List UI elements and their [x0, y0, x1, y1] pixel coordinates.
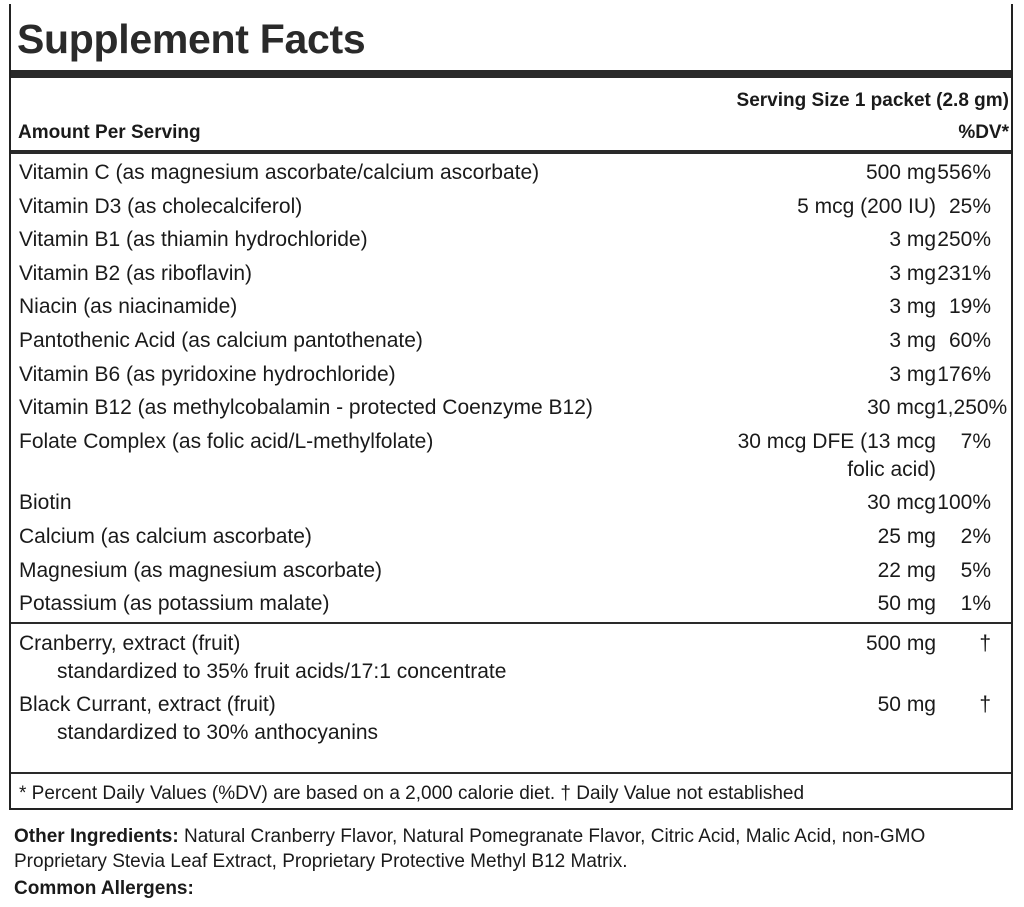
- nutrient-row: Folate Complex (as folic acid/L-methylfo…: [11, 425, 1011, 487]
- title: Supplement Facts: [17, 16, 366, 62]
- nutrient-dv: 2%: [960, 524, 991, 548]
- botanical-detail: standardized to 30% anthocyanins: [57, 721, 379, 745]
- nutrient-name: Biotin: [19, 491, 72, 515]
- nutrient-dv: 231%: [937, 261, 991, 285]
- dv-header: %DV*: [958, 122, 1009, 143]
- nutrient-row: Vitamin B1 (as thiamin hydrochloride) 3 m…: [11, 223, 1011, 257]
- nutrient-name: Vitamin B1 (as thiamin hydrochloride): [19, 228, 368, 252]
- serving-size: Serving Size 1 packet (2.8 gm): [736, 90, 1009, 111]
- nutrient-amount: 30 mcg: [867, 396, 936, 420]
- nutrient-row: Calcium (as calcium ascorbate) 25 mg 2%: [11, 520, 1011, 554]
- nutrient-dv: 7%: [960, 429, 991, 453]
- nutrient-row: Pantothenic Acid (as calcium pantothenat…: [11, 324, 1011, 358]
- amount-header: Amount Per Serving: [18, 122, 201, 143]
- nutrient-dv: 25%: [948, 194, 991, 218]
- common-allergens: Common Allergens:: [14, 876, 1014, 901]
- botanical-dv: †: [979, 693, 991, 717]
- nutrient-dv: 556%: [937, 161, 991, 184]
- botanical-amount: 500 mg: [865, 631, 936, 655]
- botanical-cell: Black Currant, extract (fruit) standardiz…: [11, 691, 731, 747]
- nutrient-name: Magnesium (as magnesium ascorbate): [19, 558, 382, 582]
- rows: Vitamin C (as magnesium ascorbate/calciu…: [11, 156, 1011, 750]
- label: Common Allergens:: [14, 878, 194, 899]
- botanical-cell: Cranberry, extract (fruit) standardized t…: [11, 630, 731, 686]
- other-info: Other Ingredients: Natural Cranberry Fla…: [14, 824, 1014, 901]
- nutrient-row: Vitamin D3 (as cholecalciferol) 5 mcg (20…: [11, 190, 1011, 224]
- nutrient-name: Folate Complex (as folic acid/L-methylfo…: [19, 429, 434, 453]
- nutrient-dv: 100%: [937, 491, 991, 515]
- nutrient-dv: 60%: [948, 328, 991, 352]
- nutrient-amount: 500 mg: [865, 161, 936, 184]
- nutrient-name: Potassium (as potassium malate): [19, 592, 330, 616]
- nutrient-amount: 3 mg: [889, 328, 936, 352]
- nutrient-amount: 22 mg: [877, 558, 936, 582]
- section-rule: [11, 621, 1011, 624]
- footer-rule: [11, 772, 1011, 774]
- nutrient-amount: 5 mcg (200 IU): [797, 194, 936, 218]
- botanical-name: Cranberry, extract (fruit): [19, 631, 241, 655]
- footnote: * Percent Daily Values (%DV) are based o…: [19, 783, 805, 804]
- nutrient-name: Vitamin B6 (as pyridoxine hydrochloride): [19, 362, 396, 386]
- nutrient-amount: 3 mg: [889, 295, 936, 319]
- botanical-amount: 50 mg: [877, 693, 936, 717]
- nutrient-dv: 5%: [960, 558, 991, 582]
- header-rule: [11, 150, 1011, 154]
- nutrient-amount: 25 mg: [877, 524, 936, 548]
- nutrient-name: Vitamin C (as magnesium ascorbate/calciu…: [19, 161, 540, 184]
- botanical-row: Cranberry, extract (fruit) standardized t…: [11, 627, 1011, 689]
- nutrient-name: Vitamin B2 (as riboflavin): [19, 261, 253, 285]
- nutrient-dv: 1%: [960, 592, 991, 616]
- nutrient-dv: 19%: [948, 295, 991, 319]
- facts-panel: Supplement Facts Serving Size 1 packet (…: [9, 4, 1013, 810]
- nutrient-row: Vitamin C (as magnesium ascorbate/calciu…: [11, 156, 1011, 190]
- nutrient-amount: 3 mg: [889, 228, 936, 252]
- nutrient-name: Vitamin D3 (as cholecalciferol): [19, 194, 303, 218]
- nutrient-amount: 30 mcg DFE (13 mcg folic acid): [737, 429, 936, 481]
- label: Other Ingredients:: [14, 826, 179, 847]
- nutrient-row: Potassium (as potassium malate) 50 mg 1%: [11, 587, 1011, 621]
- nutrient-dv: 250%: [937, 228, 991, 252]
- other-ingredients: Other Ingredients: Natural Cranberry Fla…: [14, 824, 1014, 874]
- botanical-row: Black Currant, extract (fruit) standardiz…: [11, 688, 1011, 750]
- nutrient-amount: 50 mg: [877, 592, 936, 616]
- botanical-detail: standardized to 35% fruit acids/17:1 con…: [57, 659, 507, 683]
- nutrient-name: Niacin (as niacinamide): [19, 295, 238, 319]
- nutrient-name: Calcium (as calcium ascorbate): [19, 524, 312, 548]
- nutrient-dv: 1,250%: [936, 396, 1008, 420]
- nutrient-name: Vitamin B12 (as methylcobalamin - protec…: [19, 396, 593, 420]
- botanical-dv: †: [979, 631, 991, 655]
- nutrient-amount: 3 mg: [889, 261, 936, 285]
- botanical-name: Black Currant, extract (fruit): [19, 693, 276, 717]
- nutrient-row: Vitamin B12 (as methylcobalamin - protec…: [11, 391, 1011, 425]
- nutrient-dv: 176%: [937, 362, 991, 386]
- text: Natural Cranberry Flavor, Natural Pomegr…: [14, 826, 926, 872]
- nutrient-row: Niacin (as niacinamide) 3 mg 19%: [11, 290, 1011, 324]
- thick-rule: [11, 70, 1011, 78]
- nutrient-row: Magnesium (as magnesium ascorbate) 22 mg 5…: [11, 554, 1011, 588]
- nutrient-name: Pantothenic Acid (as calcium pantothenat…: [19, 328, 423, 352]
- nutrient-amount: 30 mcg: [867, 491, 936, 515]
- nutrient-row: Vitamin B6 (as pyridoxine hydrochloride)…: [11, 358, 1011, 392]
- nutrient-row: Biotin 30 mcg 100%: [11, 486, 1011, 520]
- nutrient-row: Vitamin B2 (as riboflavin) 3 mg 231%: [11, 257, 1011, 291]
- nutrient-amount: 3 mg: [889, 362, 936, 386]
